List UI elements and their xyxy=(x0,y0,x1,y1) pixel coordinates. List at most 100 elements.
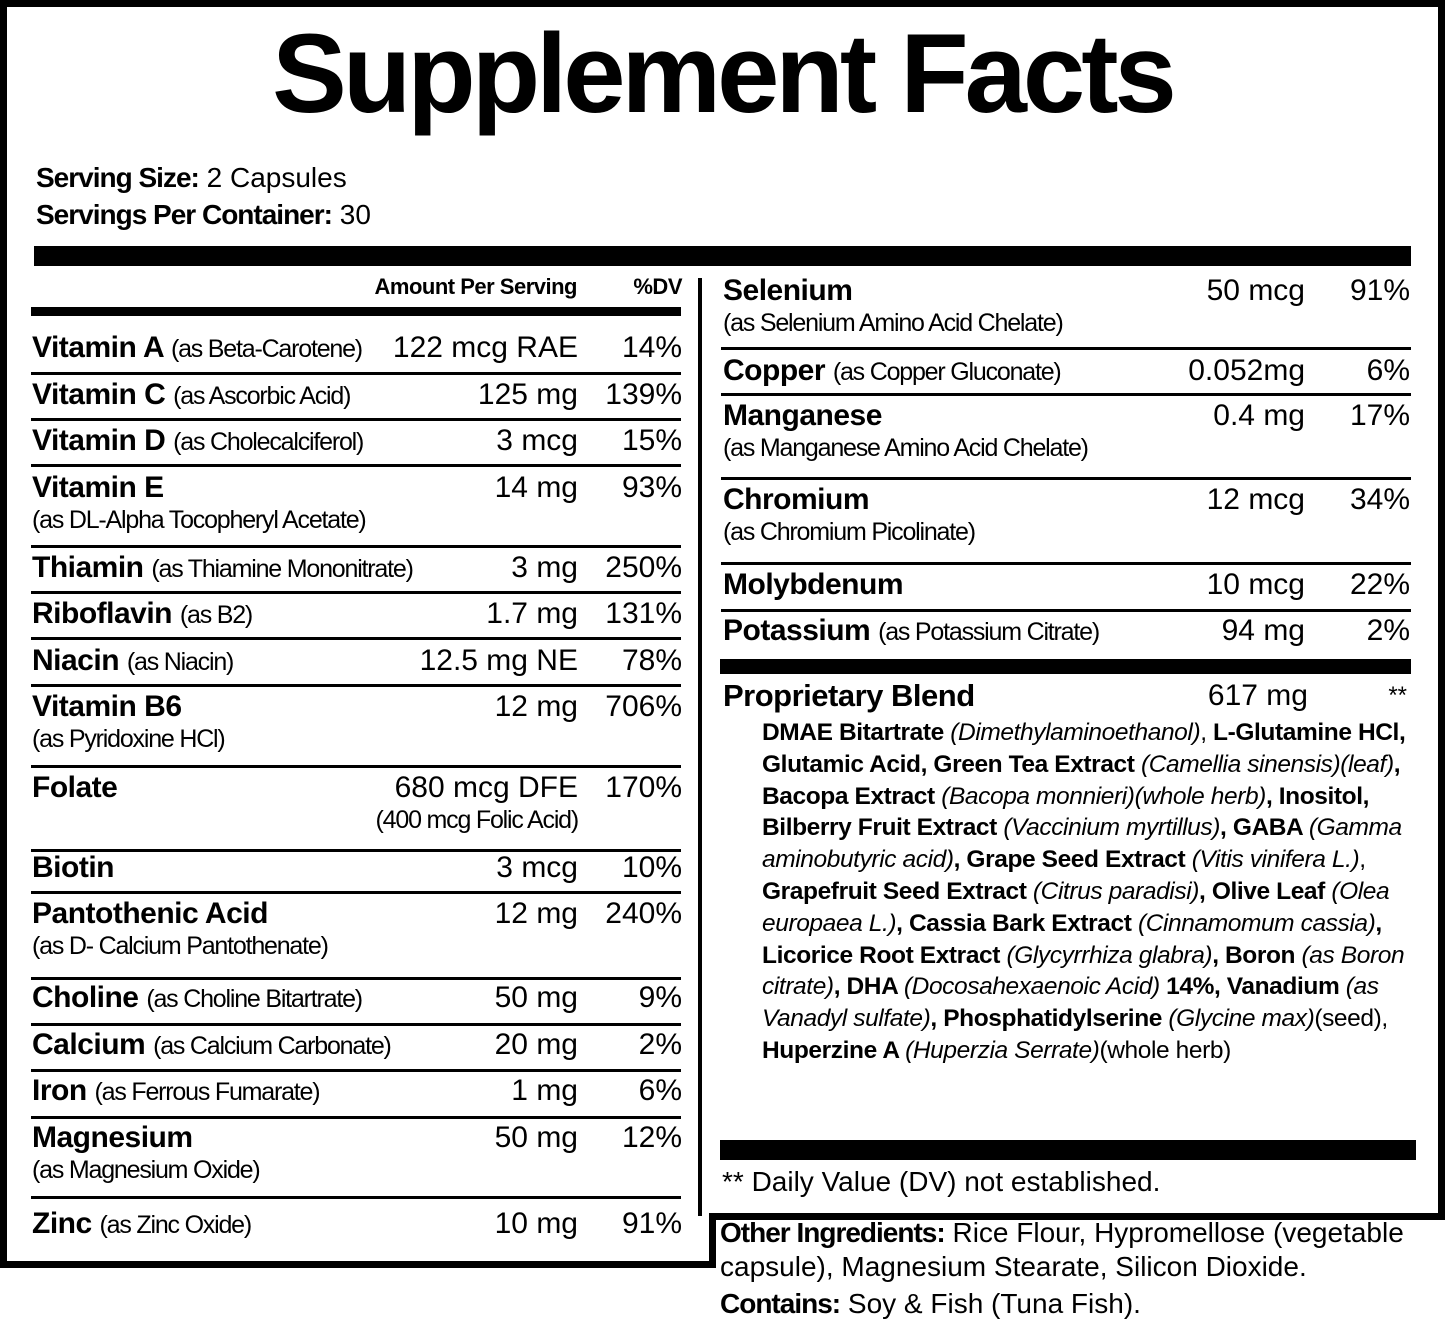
nutrient-name-text: Riboflavin xyxy=(32,597,173,630)
blend-amount: 617 mg xyxy=(1207,679,1308,712)
nutrient-name: Pantothenic Acid xyxy=(32,897,268,931)
nutrient-dv: 17% xyxy=(1349,399,1410,432)
serving-size-value: 2 Capsules xyxy=(206,162,347,193)
nutrient-dv: 93% xyxy=(621,471,682,504)
blend-segment: (Dimethylaminoethanol) xyxy=(950,719,1201,746)
blend-bar xyxy=(720,659,1411,674)
row-divider xyxy=(721,477,1411,480)
servings-per-container: Servings Per Container: 30 xyxy=(36,199,371,231)
footnote-bar xyxy=(720,1140,1416,1160)
nutrient-name-text: Thiamin xyxy=(32,551,144,584)
nutrient-name-text: Copper xyxy=(723,354,826,387)
nutrient-name: Iron (as Ferrous Fumarate) xyxy=(32,1074,321,1109)
contains-text: Soy & Fish (Tuna Fish). xyxy=(840,1288,1141,1319)
nutrient-name: Vitamin E xyxy=(32,471,164,505)
amount-header: Amount Per Serving xyxy=(374,274,578,299)
nutrient-source: (as Ascorbic Acid) xyxy=(173,382,351,410)
nutrient-name-text: Choline xyxy=(32,981,139,1014)
nutrient-dv: 6% xyxy=(638,1074,682,1107)
nutrient-source: (as Thiamine Mononitrate) xyxy=(151,555,414,583)
nutrient-amount: 50 mcg xyxy=(1206,274,1305,307)
border-left xyxy=(0,0,7,1268)
blend-segment: Huperzine A xyxy=(762,1036,906,1064)
nutrient-dv: 91% xyxy=(621,1207,682,1240)
nutrient-amount: 12 mcg xyxy=(1206,483,1305,516)
serving-size-label: Serving Size: xyxy=(36,162,200,193)
blend-segment: , Olive Leaf xyxy=(1199,877,1332,905)
blend-segment: , xyxy=(1200,719,1214,746)
blend-segment: (Camellia sinensis)(leaf) xyxy=(1140,750,1394,778)
nutrient-source: (as Niacin) xyxy=(126,648,234,676)
nutrient-source: (as Manganese Amino Acid Chelate) xyxy=(723,434,1089,462)
nutrient-dv: 12% xyxy=(621,1121,682,1154)
nutrient-name: Vitamin D (as Cholecalciferol) xyxy=(32,424,364,459)
nutrient-name-text: Iron xyxy=(32,1074,87,1107)
nutrient-name-text: Biotin xyxy=(32,851,114,884)
other-ingredients-text: Rice Flour, Hypromellose (vegetable caps… xyxy=(720,1217,1404,1282)
nutrient-name-text: Vitamin A xyxy=(32,331,164,364)
nutrient-amount: 12.5 mg NE xyxy=(419,644,578,677)
blend-segment: (as Boron citrate) xyxy=(762,941,1405,1001)
nutrient-source: (as Selenium Amino Acid Chelate) xyxy=(723,309,1064,337)
nutrient-source: (as Ferrous Fumarate) xyxy=(94,1078,321,1106)
blend-segment: , Grape Seed Extract xyxy=(953,846,1192,874)
blend-segment: , Licorice Root Extract xyxy=(762,909,1382,969)
nutrient-source: (as D- Calcium Pantothenate) xyxy=(32,932,329,960)
nutrient-amount: 122 mcg RAE xyxy=(392,331,578,364)
nutrient-name-text: Folate xyxy=(32,771,118,804)
nutrient-dv: 2% xyxy=(638,1028,682,1061)
nutrient-name: Calcium (as Calcium Carbonate) xyxy=(32,1028,392,1063)
servings-label: Servings Per Container: xyxy=(36,199,333,230)
nutrient-amount: 20 mg xyxy=(494,1028,578,1061)
blend-segment: (Gamma aminobutyric acid) xyxy=(762,814,1402,874)
nutrient-amount: 3 mcg xyxy=(496,851,578,884)
blend-segment: (Vaccinium myrtillus) xyxy=(1003,814,1220,842)
row-divider xyxy=(31,1023,681,1026)
nutrient-amount: 12 mg xyxy=(494,690,578,723)
nutrient-dv: 34% xyxy=(1349,483,1410,516)
nutrient-name: Vitamin B6 xyxy=(32,690,182,724)
nutrient-source: (as Beta-Carotene) xyxy=(170,335,363,363)
row-divider xyxy=(31,977,681,980)
blend-segment: , Boron xyxy=(1212,941,1302,969)
blend-dv: ** xyxy=(1388,682,1407,709)
nutrient-amount: 125 mg xyxy=(477,378,578,411)
header-bar xyxy=(31,307,681,316)
nutrient-dv: 250% xyxy=(605,551,682,584)
blend-segment: Grapefruit Seed Extract xyxy=(762,877,1033,905)
nutrient-amount: 3 mg xyxy=(511,551,578,584)
blend-segment: , Phosphatidylserine xyxy=(930,1005,1169,1033)
nutrient-name: Riboflavin (as B2) xyxy=(32,597,253,632)
row-divider xyxy=(31,1196,681,1199)
nutrient-name-text: Vitamin E xyxy=(32,471,164,504)
nutrient-name: Manganese xyxy=(723,399,882,433)
blend-segment: , Cassia Bark Extract xyxy=(896,909,1138,937)
nutrient-name: Vitamin A (as Beta-Carotene) xyxy=(32,331,363,366)
border-top xyxy=(0,0,1445,7)
blend-segment: (Citrus paradisi) xyxy=(1032,877,1200,905)
contains-label: Contains: xyxy=(720,1288,841,1319)
nutrient-source: (as Magnesium Oxide) xyxy=(32,1156,261,1184)
nutrient-amount: 12 mg xyxy=(494,897,578,930)
nutrient-dv: 14% xyxy=(621,331,682,364)
row-divider xyxy=(31,1069,681,1072)
blend-ingredients: DMAE Bitartrate (Dimethylaminoethanol) , … xyxy=(762,717,1417,1067)
row-divider xyxy=(31,637,681,640)
serving-size: Serving Size: 2 Capsules xyxy=(36,162,347,194)
nutrient-name: Molybdenum xyxy=(723,568,904,602)
nutrient-name: Thiamin (as Thiamine Mononitrate) xyxy=(32,551,414,586)
nutrient-name-text: Vitamin D xyxy=(32,424,166,457)
nutrient-name-text: Magnesium xyxy=(32,1121,193,1154)
row-divider xyxy=(31,684,681,687)
page-title: Supplement Facts xyxy=(272,11,1177,136)
nutrient-name-text: Zinc xyxy=(32,1207,92,1240)
nutrient-name: Magnesium xyxy=(32,1121,193,1155)
column-divider xyxy=(698,278,702,1216)
dv-header: %DV xyxy=(633,274,682,299)
nutrient-source: (as Choline Bitartrate) xyxy=(146,985,363,1013)
nutrient-dv: 78% xyxy=(621,644,682,677)
nutrient-dv: 22% xyxy=(1349,568,1410,601)
blend-segment: (whole herb) xyxy=(1099,1036,1231,1064)
other-ingredients-label: Other Ingredients: xyxy=(720,1217,946,1248)
row-divider xyxy=(721,347,1411,350)
